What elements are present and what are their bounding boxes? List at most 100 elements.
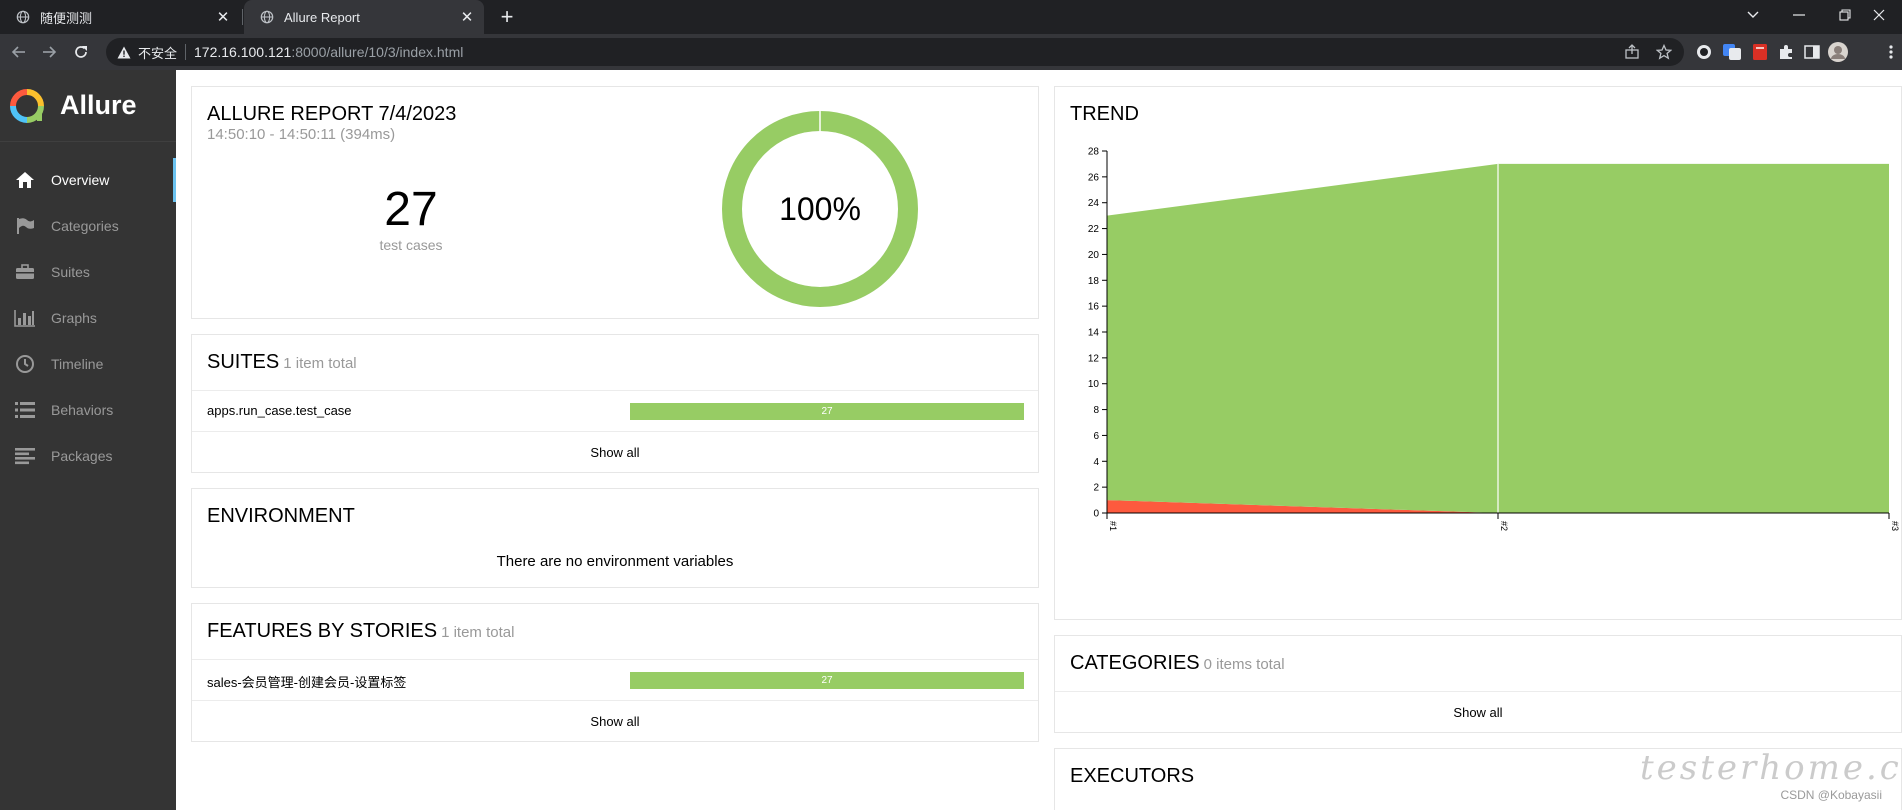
report-time-range: 14:50:10 - 14:50:11 (394ms) (207, 126, 396, 143)
clock-icon (13, 354, 37, 374)
sidebar-item-overview[interactable]: Overview (0, 158, 176, 202)
pass-rate-donut[interactable] (720, 109, 920, 309)
globe-icon (16, 10, 30, 24)
extension-circle-icon[interactable] (1694, 42, 1714, 62)
categories-item-count: 0 items total (1203, 656, 1285, 673)
features-widget: FEATURES BY STORIES 1 item total sales-会员… (191, 603, 1039, 742)
book-icon[interactable] (1750, 42, 1770, 62)
trend-y-tick-label: 18 (1088, 276, 1100, 287)
feature-passed-bar[interactable]: 27 (630, 672, 1024, 689)
warning-icon[interactable] (116, 44, 132, 60)
sidebar-item-suites[interactable]: Suites (0, 250, 176, 294)
trend-y-tick-label: 22 (1088, 224, 1100, 235)
flag-icon (13, 216, 37, 236)
translate-icon[interactable] (1722, 42, 1742, 62)
forward-arrow-icon[interactable] (36, 39, 62, 65)
features-title: FEATURES BY STORIES 1 item total (207, 620, 514, 643)
brand-name: Allure (60, 90, 137, 120)
trend-y-tick-label: 12 (1088, 353, 1100, 364)
trend-area-0[interactable] (1107, 500, 1889, 513)
feature-name: sales-会员管理-创建会员-设置标签 (207, 675, 407, 690)
close-tab-icon[interactable]: ✕ (216, 9, 230, 26)
trend-y-tick-label: 8 (1093, 405, 1099, 416)
sidebar-item-label: Suites (51, 264, 90, 280)
side-panel-icon[interactable] (1802, 42, 1822, 62)
share-icon[interactable] (1624, 44, 1640, 60)
suites-show-all-link[interactable]: Show all (192, 431, 1038, 473)
omnibox-actions (1624, 44, 1672, 60)
browser-tab-active[interactable]: Allure Report ✕ (244, 0, 484, 34)
report-title: ALLURE REPORT 7/4/2023 (207, 103, 457, 125)
home-icon (13, 170, 37, 190)
sidebar-item-label: Timeline (51, 356, 104, 372)
reload-icon[interactable] (68, 39, 94, 65)
environment-empty-text: There are no environment variables (496, 553, 734, 570)
allure-logo-icon (10, 89, 44, 123)
suite-name: apps.run_case.test_case (207, 403, 352, 418)
address-toolbar: 不安全 172.16.100.121:8000/allure/10/3/inde… (0, 34, 1902, 70)
bar-chart-icon (13, 308, 37, 328)
suite-passed-bar[interactable]: 27 (630, 403, 1024, 420)
trend-widget: TREND 0 2 4 6 8 10 12 14 16 18 20 22 24 26 28 #1 #2 #3 (1054, 86, 1902, 620)
sidebar-item-label: Categories (51, 218, 119, 234)
restore-icon[interactable] (1822, 0, 1868, 30)
trend-y-tick-label: 24 (1088, 198, 1100, 209)
brand[interactable]: Allure (0, 70, 176, 142)
minimize-icon[interactable] (1776, 0, 1822, 30)
trend-y-tick-label: 26 (1088, 172, 1100, 183)
sidebar-item-packages[interactable]: Packages (0, 434, 176, 478)
suite-row[interactable]: apps.run_case.test_case 27 (192, 390, 1038, 431)
executors-title: EXECUTORS (1070, 765, 1195, 787)
sidebar-item-categories[interactable]: Categories (0, 204, 176, 248)
url-bar[interactable]: 不安全 172.16.100.121:8000/allure/10/3/inde… (106, 38, 1684, 66)
categories-widget: CATEGORIES 0 items total Show all (1054, 635, 1902, 733)
environment-title: ENVIRONMENT (207, 505, 355, 527)
sidebar-item-graphs[interactable]: Graphs (0, 296, 176, 340)
categories-title: CATEGORIES 0 items total (1070, 652, 1285, 675)
feature-row[interactable]: sales-会员管理-创建会员-设置标签 27 (192, 659, 1038, 700)
puzzle-icon[interactable] (1776, 42, 1796, 62)
categories-show-all-link[interactable]: Show all (1055, 691, 1901, 733)
tab-search-icon[interactable] (1730, 0, 1776, 30)
pass-rate-percent: 100% (779, 191, 861, 227)
bookmark-star-icon[interactable] (1656, 44, 1672, 60)
trend-y-tick-label: 10 (1088, 379, 1100, 390)
close-window-icon[interactable] (1856, 0, 1902, 30)
briefcase-icon (13, 262, 37, 282)
url-path: :8000/allure/10/3/index.html (291, 44, 464, 60)
test-case-count: 27 (384, 183, 438, 236)
environment-widget: ENVIRONMENT There are no environment var… (191, 488, 1039, 588)
close-tab-icon[interactable]: ✕ (460, 9, 474, 26)
sidebar-item-label: Packages (51, 448, 113, 464)
align-left-icon (13, 446, 37, 466)
main-content: ALLURE REPORT 7/4/2023 14:50:10 - 14:50:… (176, 70, 1902, 810)
insecure-label[interactable]: 不安全 (138, 45, 178, 61)
sidebar-item-label: Overview (51, 172, 110, 188)
watermark-text: testerhome.com (1640, 748, 1902, 788)
features-title-text: FEATURES BY STORIES (207, 620, 438, 642)
watermark-credit: CSDN @Kobayasii (1780, 788, 1882, 802)
features-show-all-link[interactable]: Show all (192, 700, 1038, 742)
tab-title: Allure Report (284, 9, 360, 25)
trend-title: TREND (1070, 103, 1139, 125)
more-menu-icon[interactable] (1886, 42, 1896, 62)
sidebar-item-behaviors[interactable]: Behaviors (0, 388, 176, 432)
features-item-count: 1 item total (441, 624, 515, 641)
trend-y-tick-label: 14 (1088, 328, 1100, 339)
profile-avatar[interactable] (1828, 42, 1848, 62)
suites-item-count: 1 item total (283, 355, 357, 372)
trend-x-tick-label: #3 (1890, 521, 1900, 531)
trend-y-tick-label: 0 (1093, 509, 1099, 520)
tab-divider (242, 9, 243, 25)
trend-y-tick-label: 6 (1093, 431, 1099, 442)
trend-x-tick-label: #2 (1499, 521, 1509, 531)
sidebar-item-timeline[interactable]: Timeline (0, 342, 176, 386)
sidebar-item-label: Behaviors (51, 402, 114, 418)
browser-tab[interactable]: 随便测测 ✕ (0, 0, 240, 34)
categories-title-text: CATEGORIES (1070, 652, 1200, 674)
back-arrow-icon[interactable] (6, 39, 32, 65)
url-divider (185, 44, 187, 60)
new-tab-button[interactable]: + (500, 4, 514, 29)
trend-y-tick-label: 20 (1088, 250, 1100, 261)
